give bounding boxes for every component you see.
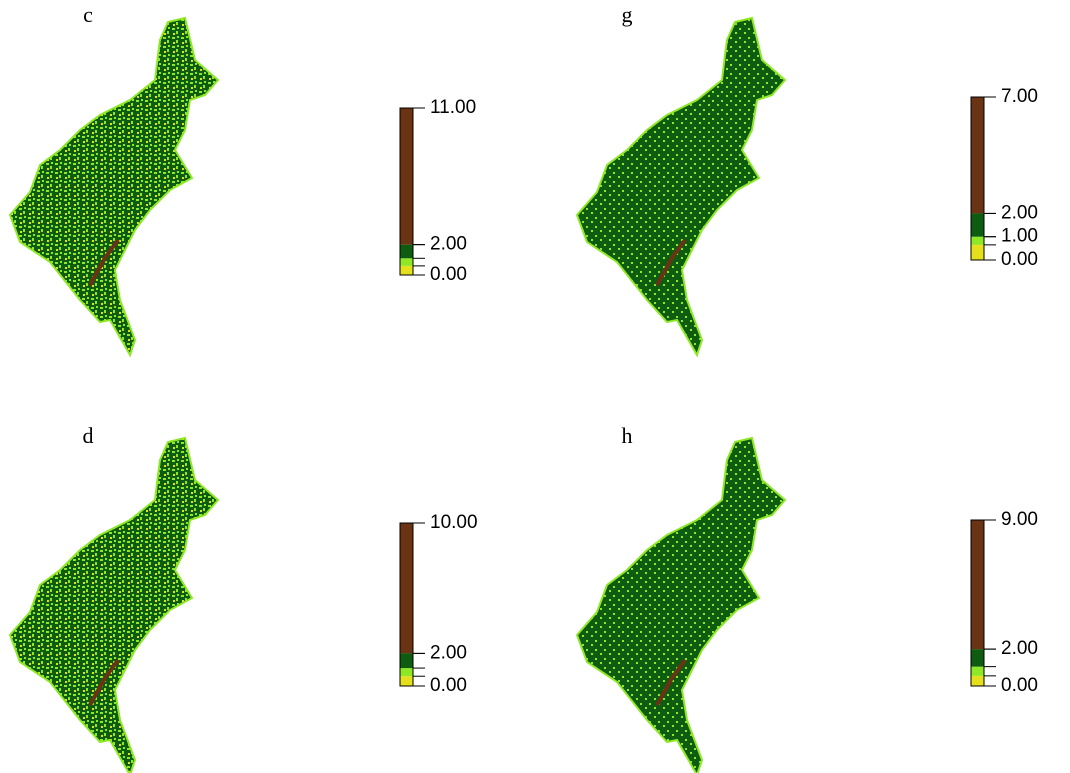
legend-segment [971,649,984,667]
legend-tick-label: 11.00 [430,97,476,118]
legend-segment [400,266,413,275]
panel-label: d [83,423,94,448]
figure: c0.002.0011.00g0.001.002.007.00d0.002.00… [0,0,1070,773]
legend-segment [971,213,984,236]
legend-segment [971,97,984,213]
legend-segment [971,245,984,260]
legend-segment [971,676,984,686]
legend-tick-label: 2.00 [1001,638,1038,659]
legend-tick-label: 0.00 [430,675,467,696]
legend-segment [971,520,984,649]
legend-segment [400,258,413,266]
legend-tick-label: 2.00 [1001,202,1038,223]
panel-label: h [622,423,633,448]
legend-segment [400,668,413,676]
legend-tick-label: 2.00 [430,234,467,255]
legend-tick-label: 2.00 [430,642,467,663]
legend-tick-label: 10.00 [430,512,478,533]
panel-label: g [622,2,633,27]
legend-segment [400,676,413,686]
legend-tick-label: 0.00 [1001,675,1038,696]
legend-segment [971,237,984,245]
legend-tick-label: 1.00 [1001,226,1038,247]
legend-segment [400,245,413,259]
legend-segment [971,667,984,676]
legend-tick-label: 9.00 [1001,509,1038,530]
map-region [577,18,785,355]
legend-tick-label: 7.00 [1001,86,1038,107]
map-region [10,438,218,773]
panel-label: c [83,2,93,27]
legend-segment [400,653,413,668]
legend-tick-label: 0.00 [1001,249,1038,270]
map-region [10,18,218,355]
legend-segment [400,523,413,653]
legend-tick-label: 0.00 [430,264,467,285]
map-region [577,438,785,773]
legend-segment [400,108,413,245]
